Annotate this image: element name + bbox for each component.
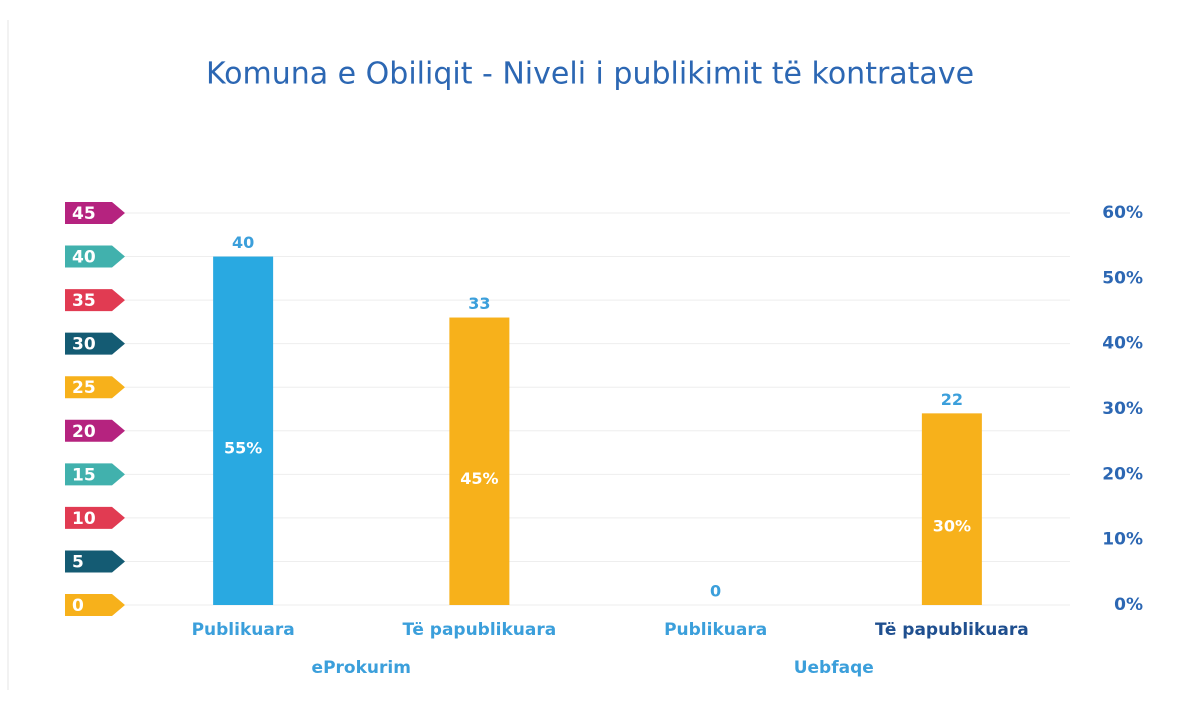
y-tick-label: 45 [72, 204, 96, 224]
x-tick-label: Publikuara [192, 620, 295, 640]
group-label: Uebfaqe [794, 658, 874, 678]
share-label: 30% [933, 517, 971, 536]
y-tick-tag [65, 419, 125, 442]
share-label: 55% [224, 438, 262, 457]
y-tick-label: 30 [72, 335, 96, 355]
y-tick-tag [65, 332, 125, 355]
y-tick-tag [65, 202, 125, 224]
y2-tick-label: 10% [1102, 530, 1143, 550]
share-label: 45% [460, 469, 498, 488]
y2-tick-label: 60% [1102, 203, 1143, 223]
x-tick-label: Publikuara [664, 620, 767, 640]
y-tick-label: 0 [72, 596, 84, 616]
value-label: 0 [710, 582, 721, 601]
value-label: 40 [232, 233, 254, 252]
y-tick-label: 5 [72, 552, 84, 572]
y-tick-tag [65, 245, 125, 268]
y2-tick-label: 40% [1102, 334, 1143, 354]
y-tick-label: 20 [72, 422, 96, 442]
y-tick-tag [65, 550, 125, 573]
y2-tick-label: 30% [1102, 399, 1143, 419]
y2-tick-label: 20% [1102, 464, 1143, 484]
group-label: eProkurim [312, 658, 411, 678]
y-tick-label: 15 [72, 465, 96, 485]
y-tick-tag [65, 376, 125, 399]
bar [213, 256, 274, 605]
y-tick-tag [65, 594, 125, 616]
bar [449, 317, 510, 605]
y-tick-tag [65, 463, 125, 486]
y-tick-label: 25 [72, 378, 96, 398]
x-tick-label: Të papublikuara [402, 620, 556, 640]
y-tick-tag [65, 506, 125, 529]
y2-tick-label: 50% [1102, 268, 1143, 288]
y-tick-label: 35 [72, 291, 96, 311]
chart-title: Komuna e Obiliqit - Niveli i publikimit … [206, 57, 974, 92]
y-tick-tag [65, 289, 125, 312]
y-tick-label: 40 [72, 248, 96, 268]
y2-tick-label: 0% [1114, 595, 1143, 615]
bar [921, 413, 982, 605]
x-tick-label: Të papublikuara [875, 620, 1029, 640]
value-label: 22 [941, 390, 963, 409]
value-label: 33 [468, 294, 490, 313]
y-tick-label: 10 [72, 509, 96, 529]
